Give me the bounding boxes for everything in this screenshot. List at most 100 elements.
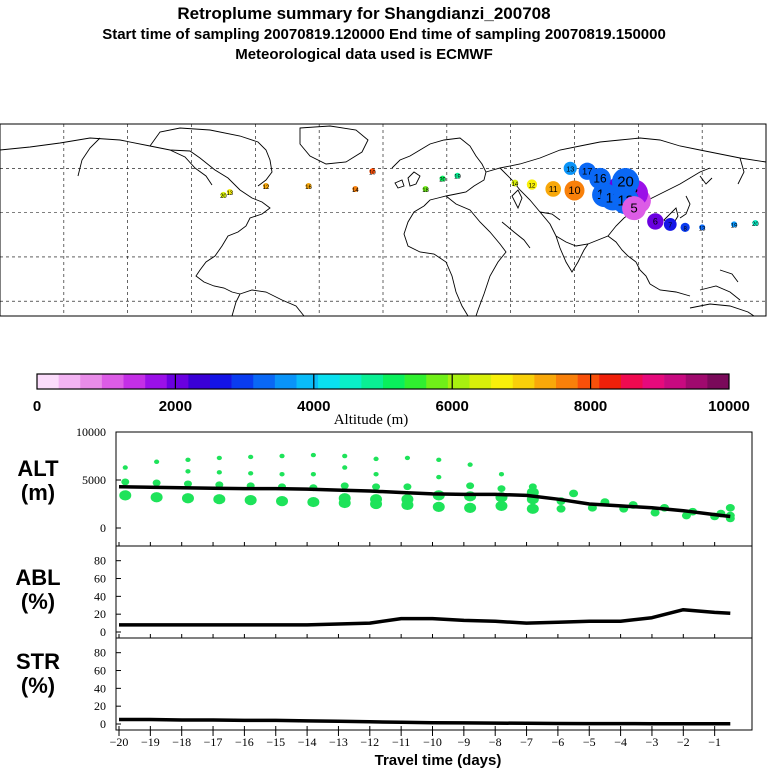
alt-scatter-point — [340, 482, 349, 490]
colorbar-cell — [685, 374, 708, 389]
plume-point-label: 10 — [568, 185, 580, 197]
alt-scatter-point — [185, 469, 191, 474]
alt-scatter-point — [276, 496, 289, 507]
plume-point-label: 19 — [731, 223, 738, 229]
x-tick-label: −9 — [457, 735, 470, 749]
plume-point-label: 6 — [653, 216, 658, 226]
alt-scatter-point — [370, 494, 383, 505]
chart-title: Retroplume summary for Shangdianzi_20070… — [177, 4, 551, 23]
colorbar-cell — [166, 374, 189, 389]
alt-scatter-point — [248, 471, 254, 476]
colorbar-cell — [404, 374, 427, 389]
colorbar-tick-label: 0 — [33, 398, 41, 415]
alt-scatter — [119, 452, 735, 523]
alt-scatter-point — [373, 472, 379, 477]
colorbar-cell — [253, 374, 276, 389]
alt-scatter-point — [526, 503, 539, 514]
abl-y-tick-label: 80 — [94, 554, 106, 568]
plume-point-label: 13 — [699, 226, 706, 232]
colorbar-tick-label: 10000 — [708, 398, 750, 415]
colorbar-cell — [58, 374, 81, 389]
x-tick-label: −7 — [520, 735, 533, 749]
coastlines — [0, 125, 767, 317]
colorbar-cell — [664, 374, 687, 389]
x-tick-label: −19 — [141, 735, 160, 749]
alt-y-tick-label: 0 — [100, 521, 106, 535]
alt-scatter-point — [401, 494, 414, 505]
str-y-tick-label: 40 — [94, 681, 106, 695]
plume-point — [545, 181, 562, 197]
alt-scatter-point — [372, 483, 381, 491]
alt-scatter-point — [185, 457, 191, 463]
plume-point-label: 12 — [263, 185, 270, 191]
colorbar-cell — [620, 374, 643, 389]
alt-scatter-point — [279, 453, 285, 459]
plume-point — [680, 222, 690, 232]
x-tick-label: −1 — [708, 735, 721, 749]
plume-point — [699, 224, 706, 231]
alt-scatter-point — [244, 495, 257, 506]
sampling-times: Start time of sampling 20070819.120000 E… — [102, 26, 666, 43]
abl-y-tick-label: 0 — [100, 625, 106, 639]
alt-scatter-point — [150, 492, 163, 503]
x-tick-label: −12 — [360, 735, 379, 749]
colorbar-cell — [642, 374, 665, 389]
colorbar-cell — [145, 374, 168, 389]
colorbar-cell — [361, 374, 384, 389]
str-y-tick-label: 80 — [94, 646, 106, 660]
alt-scatter-point — [495, 500, 508, 512]
colorbar-cell — [599, 374, 622, 389]
str-series-line — [119, 717, 731, 726]
colorbar-tick-label: 2000 — [159, 398, 192, 415]
x-tick-label: −13 — [329, 735, 348, 749]
plume-point — [752, 219, 759, 226]
colorbar-cell — [577, 374, 600, 389]
alt-scatter-point — [497, 485, 506, 493]
x-tick-label: −3 — [646, 735, 659, 749]
plume-point-label: 16 — [305, 185, 312, 191]
alt-scatter-point — [725, 504, 735, 512]
map-plume-points: 1234201617131211135678131920141211102019… — [220, 161, 759, 232]
alt-scatter-point — [216, 455, 222, 461]
alt-series-line — [118, 484, 731, 519]
x-tick-label: −15 — [266, 735, 285, 749]
alt-scatter-point — [152, 479, 161, 487]
plume-point-label: 13 — [566, 164, 574, 173]
str-y-tick-label: 0 — [100, 717, 106, 731]
plume-point-label: 17 — [582, 166, 593, 177]
colorbar-tick-label: 6000 — [436, 398, 469, 415]
x-tick-label: −8 — [489, 735, 502, 749]
plume-point — [563, 161, 577, 175]
colorbar-cell — [318, 374, 341, 389]
plume-point — [663, 218, 677, 231]
colorbar-cell — [556, 374, 578, 389]
colorbar-frame — [36, 373, 730, 390]
plume-point — [454, 172, 461, 179]
alt-scatter-point — [342, 453, 348, 459]
timeseries-panels: 10000 5000 0 80 60 40 20 0 80 60 40 20 0 −20 −19 −18 −1… — [15, 425, 753, 768]
x-tick-label: −11 — [392, 735, 410, 749]
alt-scatter-point — [310, 452, 316, 458]
plume-point — [578, 162, 596, 180]
str-panel-label: STR — [16, 649, 60, 674]
alt-scatter-point — [215, 481, 224, 489]
plume-point-label: 20 — [617, 173, 634, 190]
alt-scatter-point — [681, 511, 691, 520]
alt-panel-unit: (m) — [21, 480, 55, 505]
str-y-tick-label: 60 — [94, 664, 106, 678]
colorbar-cell — [707, 374, 730, 389]
alt-panel-label: ALT — [17, 456, 59, 481]
str-y-tick-label: 20 — [94, 699, 106, 713]
plume-point — [226, 188, 233, 195]
colorbar-tick-label: 8000 — [574, 398, 607, 415]
x-tick-label: −14 — [298, 735, 317, 749]
alt-scatter-point — [498, 472, 505, 477]
alt-scatter-point — [181, 493, 194, 504]
plume-point — [731, 221, 738, 228]
x-tick-label: −2 — [677, 735, 690, 749]
x-tick-label: −20 — [110, 735, 129, 749]
alt-scatter-point — [183, 480, 192, 488]
plume-point — [439, 175, 446, 182]
altitude-colorbar: 0 2000 4000 6000 8000 10000 Altitude (m) — [33, 373, 750, 428]
x-tick-label: −5 — [583, 735, 596, 749]
